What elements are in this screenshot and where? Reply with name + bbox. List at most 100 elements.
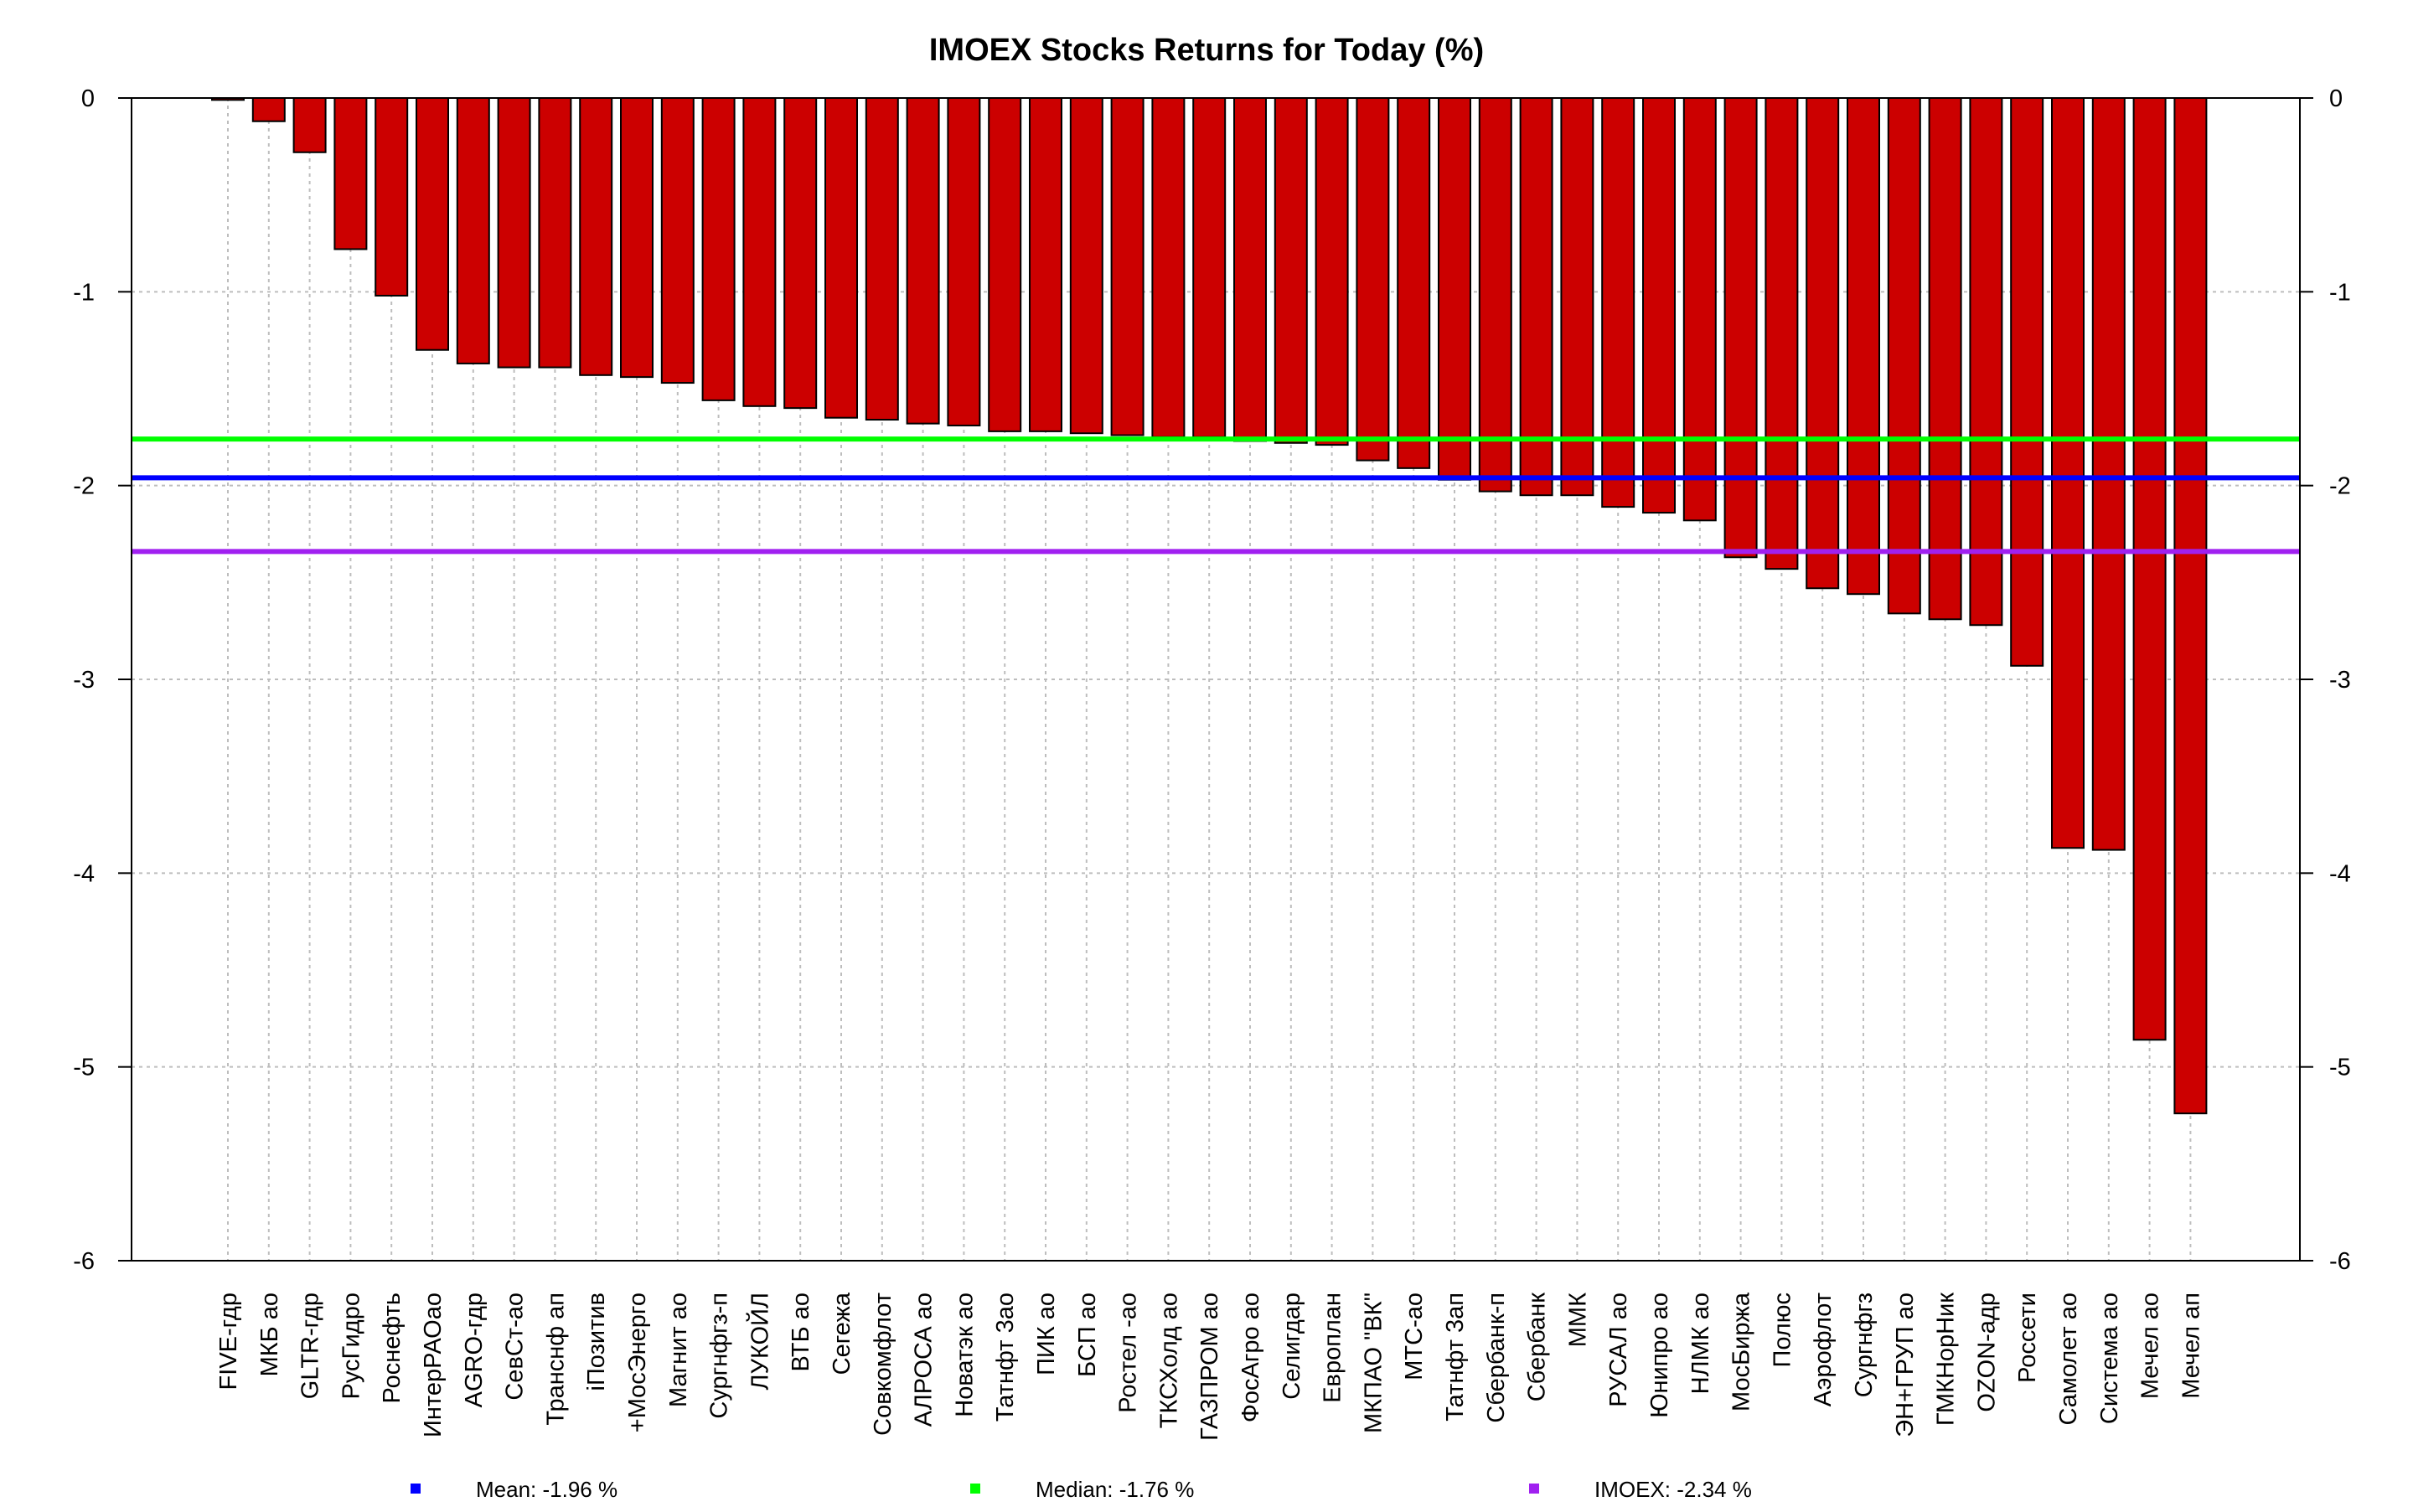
x-category-label: СевСт-ао	[502, 1293, 529, 1401]
x-category-label: iПозитив	[583, 1293, 610, 1391]
x-category-label: FIVE-гдр	[215, 1293, 242, 1390]
bar	[2051, 97, 2085, 849]
x-category-label: РУСАЛ ао	[1605, 1293, 1632, 1407]
y-tick-label-right: -3	[2329, 667, 2351, 694]
legend-swatch	[411, 1484, 421, 1494]
x-category-label: Аэрофлот	[1810, 1293, 1837, 1406]
bar	[701, 97, 736, 401]
bar	[1029, 97, 1062, 432]
y-tick-label-right: 0	[2329, 85, 2343, 112]
bar	[660, 97, 695, 384]
bar	[292, 97, 327, 153]
x-category-label: ГМКНорНик	[1933, 1293, 1960, 1426]
grid-lines	[132, 97, 2300, 1262]
x-category-label: Полюс	[1769, 1293, 1796, 1368]
bar	[1682, 97, 1717, 522]
x-category-label: Мечел ап	[2178, 1293, 2204, 1399]
bar	[333, 97, 368, 250]
y-tick-label-right: -6	[2329, 1248, 2351, 1275]
bar	[1397, 97, 1431, 469]
x-category-label: Сбербанк-п	[1483, 1293, 1510, 1423]
bar	[251, 97, 286, 122]
x-category-label: Сургнфгз-п	[706, 1293, 733, 1419]
y-tick-label-right: -2	[2329, 473, 2351, 500]
legend: Mean: -1.96 % Median: -1.76 % IMOEX: -2.34…	[411, 1477, 1752, 1502]
bar	[1887, 97, 1921, 615]
x-category-label: Совкомфлот	[870, 1293, 896, 1436]
bar	[1356, 97, 1390, 462]
x-category-label: МосБиржа	[1728, 1292, 1755, 1411]
x-category-label: +МосЭнерго	[624, 1293, 651, 1432]
bar	[1928, 97, 1962, 621]
x-category-label: Россети	[2014, 1293, 2041, 1383]
bar	[2173, 97, 2208, 1115]
bar	[1847, 97, 1880, 596]
y-tick-label-right: -5	[2329, 1055, 2351, 1081]
bar	[1110, 97, 1144, 436]
x-category-label: Система ао	[2096, 1293, 2123, 1424]
y-tick-label-left: -2	[73, 473, 95, 500]
bar	[2010, 97, 2044, 667]
x-category-label: ЭН+ГРУП ао	[1892, 1293, 1919, 1437]
x-category-label: ПИК ао	[1033, 1293, 1060, 1375]
bar	[824, 97, 858, 419]
bar	[783, 97, 818, 410]
bar	[1765, 97, 1799, 570]
y-tick-label-left: -5	[73, 1055, 95, 1081]
bar	[538, 97, 572, 369]
x-category-label: Европлан	[1320, 1293, 1346, 1403]
bar	[742, 97, 777, 407]
y-tick-label-left: -1	[73, 279, 95, 306]
bar	[456, 97, 490, 364]
bar	[497, 97, 531, 369]
bar	[620, 97, 654, 379]
legend-label: IMOEX: -2.34 %	[1594, 1477, 1752, 1502]
x-category-label: ММК	[1564, 1293, 1591, 1347]
x-axis-category-labels: FIVE-гдр МКБ ао GLTR-гдр РусГидро Роснефть Ин…	[215, 1292, 2204, 1441]
bar	[1560, 97, 1594, 497]
bar	[2132, 97, 2167, 1041]
bar	[1192, 97, 1227, 438]
bar	[416, 97, 449, 351]
bar	[375, 97, 409, 297]
x-category-label: Мечел ао	[2137, 1293, 2164, 1399]
x-category-label: ЛУКОЙЛ	[745, 1293, 773, 1390]
x-category-label: Ростел -ао	[1115, 1293, 1142, 1413]
x-category-label: AGRO-гдр	[461, 1293, 488, 1407]
x-category-label: МКПАО "ВК"	[1360, 1293, 1387, 1433]
x-category-label: РусГидро	[338, 1293, 364, 1399]
bar	[947, 97, 981, 426]
bar	[1438, 97, 1471, 481]
y-tick-label-left: -4	[73, 860, 95, 887]
x-category-label: ГАЗПРОМ ао	[1196, 1293, 1223, 1441]
x-category-label: ТКСХолд ао	[1155, 1293, 1182, 1428]
x-category-label: GLTR-гдр	[297, 1293, 324, 1399]
x-category-label: Транснф ап	[542, 1293, 569, 1426]
bar	[579, 97, 613, 376]
bar	[1969, 97, 2003, 627]
y-tick-label-left: -3	[73, 667, 95, 694]
x-category-label: OZON-адр	[1973, 1293, 2000, 1412]
chart-title: IMOEX Stocks Returns for Today (%)	[929, 33, 1484, 68]
bar	[1233, 97, 1267, 442]
x-category-label: Самолет ао	[2055, 1293, 2082, 1426]
bar	[1601, 97, 1635, 508]
x-category-label: НЛМК ао	[1687, 1293, 1714, 1394]
x-category-label: МТС-ао	[1401, 1293, 1428, 1380]
legend-swatch	[970, 1484, 980, 1494]
bar	[1069, 97, 1103, 435]
bar	[906, 97, 940, 425]
bar	[1151, 97, 1186, 438]
bar	[988, 97, 1022, 432]
x-category-label: ФосАгро ао	[1238, 1293, 1264, 1422]
bar	[1806, 97, 1840, 590]
legend-swatch	[1529, 1484, 1539, 1494]
x-category-label: Сбербанк	[1524, 1293, 1551, 1402]
x-category-label: Роснефть	[379, 1293, 406, 1403]
bar	[1642, 97, 1676, 514]
x-category-label: Сегежа	[829, 1292, 855, 1375]
x-category-label: ИнтерРАОао	[420, 1293, 447, 1437]
y-axis-left: 0 -1 -2 -3 -4 -5 -6	[73, 85, 132, 1275]
